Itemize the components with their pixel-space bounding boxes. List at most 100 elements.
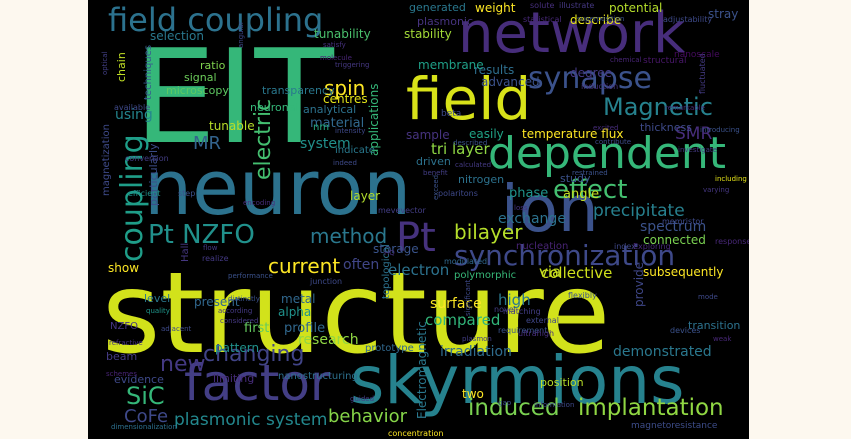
cloud-word: calculated [455, 161, 492, 169]
cloud-word: dimensionalization [111, 423, 177, 431]
cloud-word: method [310, 224, 388, 248]
cloud-word: devices [670, 326, 701, 335]
cloud-word: adjacent [161, 325, 192, 333]
cloud-word: external [526, 316, 559, 325]
cloud-word: nucleation [516, 241, 569, 252]
cloud-word: profile [284, 321, 326, 336]
cloud-word: Pt [396, 215, 436, 261]
cloud-word: tunability [314, 27, 371, 41]
cloud-word: index [614, 242, 636, 251]
cloud-word: indeed [333, 159, 357, 167]
cloud-word: techniques [143, 44, 154, 100]
cloud-word: junction [310, 277, 343, 286]
cloud-word: step [178, 189, 196, 198]
cloud-word: analytical [303, 103, 357, 116]
cloud-word: field [406, 65, 532, 133]
cloud-word: structural [643, 56, 687, 66]
cloud-word: phase [509, 186, 549, 201]
cloud-word: solute [530, 1, 555, 10]
cloud-word: system [300, 136, 351, 152]
cloud-word: Pt NZFO [148, 220, 255, 250]
cloud-word: layer [350, 189, 381, 203]
cloud-word: gap [498, 399, 512, 407]
cloud-word: schemes [106, 370, 138, 378]
cloud-word: advanced [481, 75, 540, 89]
cloud-word: precipitate [593, 201, 685, 221]
cloud-word: flow [203, 244, 218, 252]
cloud-word: SMR [675, 124, 713, 144]
cloud-word: via [539, 263, 562, 281]
cloud-word: compared [425, 311, 501, 329]
cloud-word: information [534, 401, 575, 409]
cloud-word: stability [404, 27, 452, 41]
cloud-word: realize [202, 254, 229, 263]
cloud-word: position [540, 376, 584, 389]
cloud-word: selection [150, 29, 204, 43]
cloud-word: novel [494, 305, 516, 314]
cloud-word: tunable [209, 119, 255, 133]
cloud-word: restrained [572, 169, 608, 177]
cloud-word: modulated [444, 257, 488, 266]
cloud-word: first [244, 321, 270, 336]
cloud-word: performance [228, 272, 273, 280]
cloud-word: contribute [595, 138, 632, 146]
cloud-word: demonstrated [613, 344, 712, 360]
cloud-word: high [498, 291, 531, 309]
cloud-word: spectrum [640, 219, 707, 235]
cloud-word: response [715, 237, 749, 246]
cloud-word: spin [324, 76, 366, 100]
cloud-word: polaritons [438, 189, 478, 198]
cloud-word: easily [469, 127, 504, 141]
cloud-word: CoFe [124, 406, 169, 427]
cloud-word: membrane [418, 58, 484, 72]
cloud-word: exceed [432, 174, 440, 200]
cloud-word: nanoscale [674, 50, 720, 60]
cloud-word: degree [570, 66, 613, 80]
cloud-word: centres [323, 92, 368, 106]
cloud-word: storage [373, 242, 419, 256]
cloud-word: temperature flux [522, 127, 624, 141]
cloud-word: stray [708, 7, 739, 21]
cloud-word: intensity [335, 127, 366, 135]
cloud-word: chain [115, 52, 128, 82]
cloud-word: implantation [578, 395, 724, 421]
cloud-word: Hall [180, 242, 191, 262]
cloud-word: molecule [320, 54, 352, 62]
cloud-word: superposition [577, 15, 625, 23]
cloud-word: network [458, 1, 686, 66]
cloud-word: dependent [488, 128, 727, 179]
cloud-word: remarkable [665, 104, 705, 112]
cloud-word: triggering [335, 61, 370, 69]
cloud-word: transition [688, 319, 741, 332]
cloud-word: conversion [125, 154, 169, 163]
cloud-word: study [560, 172, 591, 185]
cloud-word: matching [503, 307, 541, 316]
cloud-word: plasmonic [417, 15, 474, 28]
cloud-word: collective [541, 264, 613, 282]
cloud-word: electron [388, 261, 450, 279]
cloud-word: microscopy [166, 84, 229, 97]
cloud-word: ultrahigh [518, 329, 555, 338]
cloud-word: bilayer [454, 220, 523, 244]
cloud-word: nitrogen [458, 173, 505, 186]
cloud-word: exchange [498, 211, 566, 227]
cloud-word: often [343, 257, 380, 273]
cloud-word: show [108, 261, 140, 275]
cloud-word: results [474, 63, 515, 77]
cloud-word: sample [406, 128, 450, 142]
cloud-word: loss [514, 204, 528, 212]
word-cloud: structure neuron EIT network skyrmions field i… [88, 0, 749, 439]
cloud-word: encoding [243, 199, 276, 207]
cloud-word: nanostructuring [278, 371, 358, 382]
cloud-word: requirement [498, 326, 548, 335]
cloud-word: ratio [200, 59, 226, 72]
cloud-word: surface [430, 296, 482, 312]
cloud-word: including [715, 175, 747, 183]
cloud-word: beam [106, 350, 138, 363]
cloud-word: satisfy [323, 41, 346, 49]
cloud-word: HQ [384, 249, 395, 257]
cloud-word: prototype [365, 343, 414, 354]
cloud-word: memristor [662, 217, 704, 226]
cloud-word: subsequently [643, 265, 724, 279]
cloud-word: plasmon [462, 335, 492, 343]
